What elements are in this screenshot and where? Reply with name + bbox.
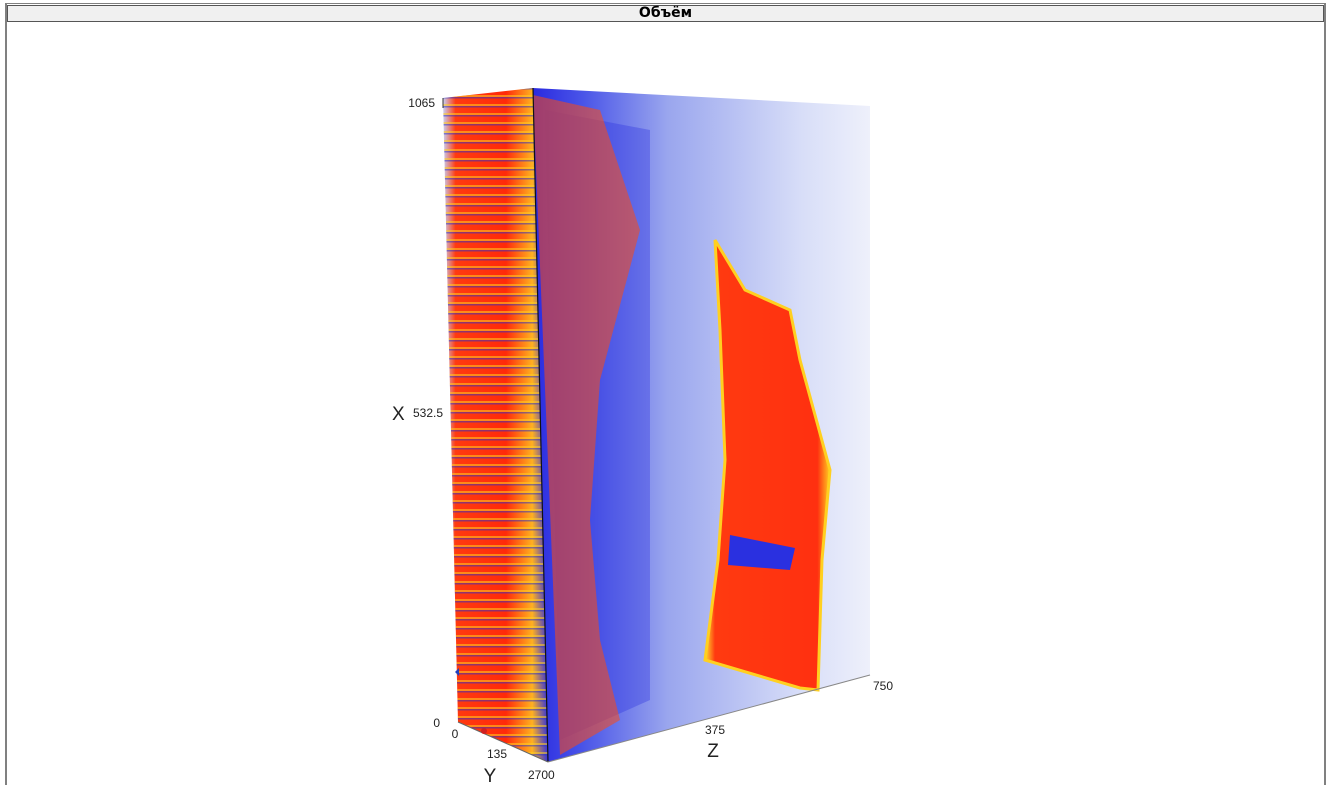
window-title: Объём	[7, 5, 1324, 22]
x-tick-label: 0	[433, 716, 440, 730]
y-tick-label: 270	[528, 768, 548, 782]
z-tick-label: 375	[705, 723, 725, 737]
spill	[533, 95, 640, 755]
x-axis-label: X	[392, 404, 405, 425]
z-tick-label: 0	[548, 768, 555, 782]
z-axis-line	[547, 674, 871, 763]
orientation-marker	[455, 668, 459, 676]
x-tick-label: 532.5	[413, 406, 443, 420]
front-edge	[532, 87, 549, 763]
patch-hole	[728, 535, 795, 570]
y-axis-label: Y	[484, 766, 497, 787]
z-axis-label: Z	[707, 741, 719, 762]
left-face-stripes	[443, 88, 548, 762]
y-axis-line	[457, 721, 549, 763]
window-frame	[5, 3, 1326, 785]
y-tick-label: 135	[487, 747, 507, 761]
x-tick-label: 1065	[408, 96, 435, 110]
orientation-marker	[481, 728, 487, 734]
z-tick-label: 750	[873, 679, 893, 693]
slice-patch	[703, 239, 832, 692]
y-tick-label: 0	[452, 727, 459, 741]
